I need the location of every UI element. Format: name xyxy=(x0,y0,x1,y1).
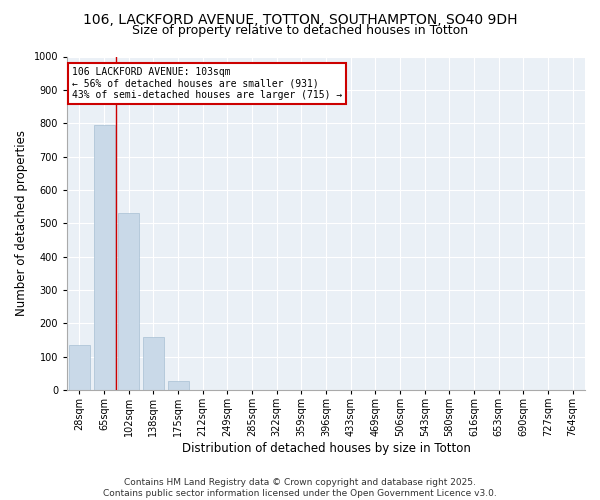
Bar xyxy=(69,345,90,390)
Text: 106 LACKFORD AVENUE: 103sqm
← 56% of detached houses are smaller (931)
43% of se: 106 LACKFORD AVENUE: 103sqm ← 56% of det… xyxy=(72,66,343,100)
Bar xyxy=(143,336,164,390)
Y-axis label: Number of detached properties: Number of detached properties xyxy=(15,130,28,316)
Bar xyxy=(118,213,139,390)
X-axis label: Distribution of detached houses by size in Totton: Distribution of detached houses by size … xyxy=(182,442,470,455)
Text: 106, LACKFORD AVENUE, TOTTON, SOUTHAMPTON, SO40 9DH: 106, LACKFORD AVENUE, TOTTON, SOUTHAMPTO… xyxy=(83,12,517,26)
Text: Contains HM Land Registry data © Crown copyright and database right 2025.
Contai: Contains HM Land Registry data © Crown c… xyxy=(103,478,497,498)
Bar xyxy=(167,380,188,390)
Bar xyxy=(94,125,115,390)
Text: Size of property relative to detached houses in Totton: Size of property relative to detached ho… xyxy=(132,24,468,37)
